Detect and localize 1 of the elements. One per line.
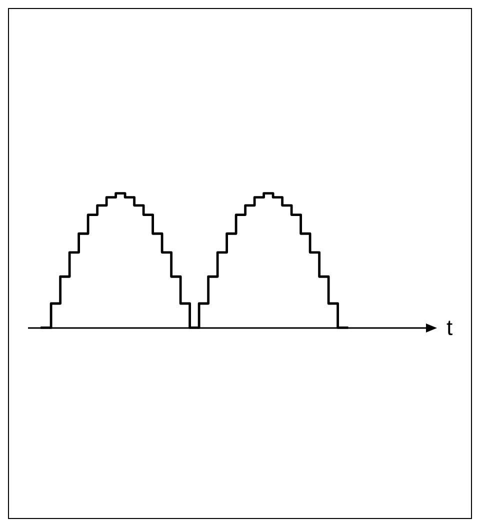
- x-axis-title: t: [446, 315, 453, 340]
